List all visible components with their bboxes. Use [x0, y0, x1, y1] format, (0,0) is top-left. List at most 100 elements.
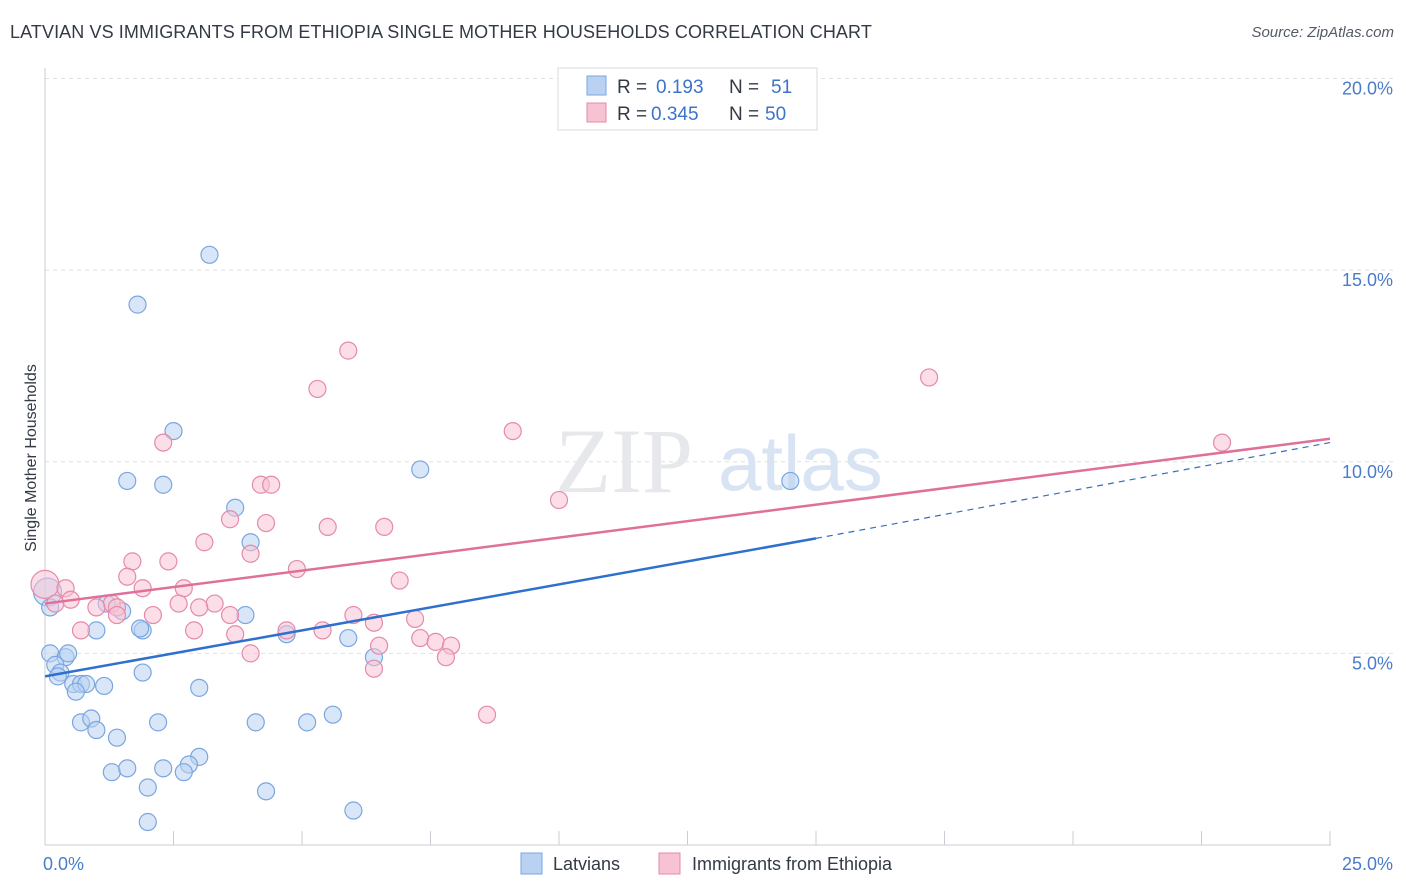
latvian-point [781, 471, 800, 491]
ethiopia-point [370, 636, 389, 655]
latvian-trend-line [44, 537, 817, 678]
legend-r-value-2: 0.345 [651, 104, 699, 125]
series-label-latvians: Latvians [553, 854, 620, 874]
ethiopia-point [118, 567, 137, 586]
gridlines [45, 78, 1393, 654]
ethiopia-point [143, 605, 163, 625]
latvian-point [59, 644, 78, 663]
ethiopia-point [154, 433, 173, 452]
latvian-point [154, 475, 173, 494]
latvian-point [107, 728, 127, 747]
ethiopia-point [277, 621, 296, 640]
latvian-point [118, 471, 137, 491]
ethiopia-point [220, 605, 240, 625]
ethiopia-point [364, 659, 384, 678]
latvian-point [344, 801, 363, 820]
latvian-point [138, 812, 157, 832]
latvian-point [102, 763, 121, 782]
legend-n-label-1: N = [729, 77, 759, 98]
latvian-point [323, 705, 342, 724]
ethiopia-point [195, 533, 214, 552]
latvian-point [236, 605, 255, 625]
latvian-point [298, 713, 317, 732]
series-swatch-latvians [520, 852, 543, 875]
latvian-point [148, 713, 168, 732]
y-tick-label: 10.0% [1342, 462, 1393, 482]
ethiopia-point [1212, 433, 1232, 452]
ethiopia-point [133, 579, 152, 598]
ethiopia-point [205, 594, 224, 613]
ethiopia-point [30, 569, 60, 599]
latvian-point [87, 720, 106, 740]
legend-r-label-1: R = [617, 77, 647, 98]
ethiopia-point [220, 510, 240, 529]
legend-n-value-1: 51 [771, 77, 792, 98]
ethiopia-point [503, 421, 522, 441]
legend-r-label-2: R = [617, 104, 647, 125]
legend-swatch-pink [586, 102, 607, 123]
latvian-point [130, 619, 150, 638]
latvian-point [339, 628, 358, 648]
ethiopia-point [549, 490, 569, 510]
latvian-point [200, 245, 219, 264]
latvian-point [256, 782, 276, 801]
ethiopia-point [405, 609, 425, 628]
ethiopia-point [190, 598, 209, 617]
ethiopia-point [375, 517, 394, 537]
ethiopia-point [71, 621, 91, 640]
ethiopia-point [241, 544, 260, 563]
ethiopia-trend-line [44, 437, 1331, 605]
series-label-ethiopia: Immigrants from Ethiopia [692, 854, 893, 874]
ethiopia-point [436, 648, 456, 667]
latvian-point [190, 678, 209, 697]
source-label: Source: ZipAtlas.com [1251, 24, 1394, 41]
data-points [30, 245, 1232, 832]
ethiopia-point [87, 598, 106, 617]
y-axis-title: Single Mother Households [23, 364, 40, 552]
tick-labels: 5.0% 10.0% 15.0% 20.0% 0.0% 25.0% [43, 79, 1393, 875]
latvian-point [164, 421, 183, 441]
latvian-point [246, 713, 265, 732]
watermark-zip: ZIP [555, 410, 693, 512]
ethiopia-point [426, 632, 445, 651]
ethiopia-point [169, 594, 188, 613]
legend-n-label-2: N = [729, 104, 759, 125]
series-swatch-ethiopia [658, 852, 681, 875]
latvian-point [174, 763, 193, 782]
legend-n-value-2: 50 [765, 104, 786, 125]
latvian-point [411, 460, 430, 479]
latvian-point [66, 682, 85, 701]
latvian-point [154, 759, 173, 778]
y-tick-label: 20.0% [1342, 79, 1393, 99]
latvian-point [138, 778, 157, 797]
ethiopia-point [308, 379, 327, 399]
axes [44, 68, 1331, 846]
ethiopia-point [318, 517, 337, 537]
latvian-point [118, 759, 137, 778]
ethiopia-point [184, 621, 204, 640]
ethiopia-point [411, 628, 430, 648]
x-tick-label: 25.0% [1342, 854, 1393, 874]
ethiopia-point [174, 579, 193, 598]
legend-r-value-1: 0.193 [656, 77, 704, 98]
chart-title: LATVIAN VS IMMIGRANTS FROM ETHIOPIA SING… [10, 22, 872, 42]
latvian-point [128, 295, 147, 314]
latvian-point [95, 676, 114, 696]
ethiopia-point [339, 341, 358, 360]
y-tick-label: 15.0% [1342, 270, 1393, 290]
ethiopia-point [241, 644, 260, 663]
ethiopia-point [256, 513, 276, 533]
latvian-trend-extension [815, 441, 1331, 539]
ethiopia-point [390, 571, 409, 590]
x-tick-label: 0.0% [43, 854, 84, 874]
latvian-point [87, 621, 106, 640]
y-tick-label: 5.0% [1352, 653, 1393, 673]
legend: R = 0.193 N = 51 R = 0.345 N = 50 [557, 67, 818, 131]
latvian-point [133, 663, 152, 682]
ethiopia-point [159, 552, 178, 571]
watermark-atlas: atlas [718, 419, 883, 507]
ethiopia-point [107, 605, 127, 625]
trend-lines [44, 437, 1331, 678]
legend-swatch-blue [586, 75, 607, 96]
